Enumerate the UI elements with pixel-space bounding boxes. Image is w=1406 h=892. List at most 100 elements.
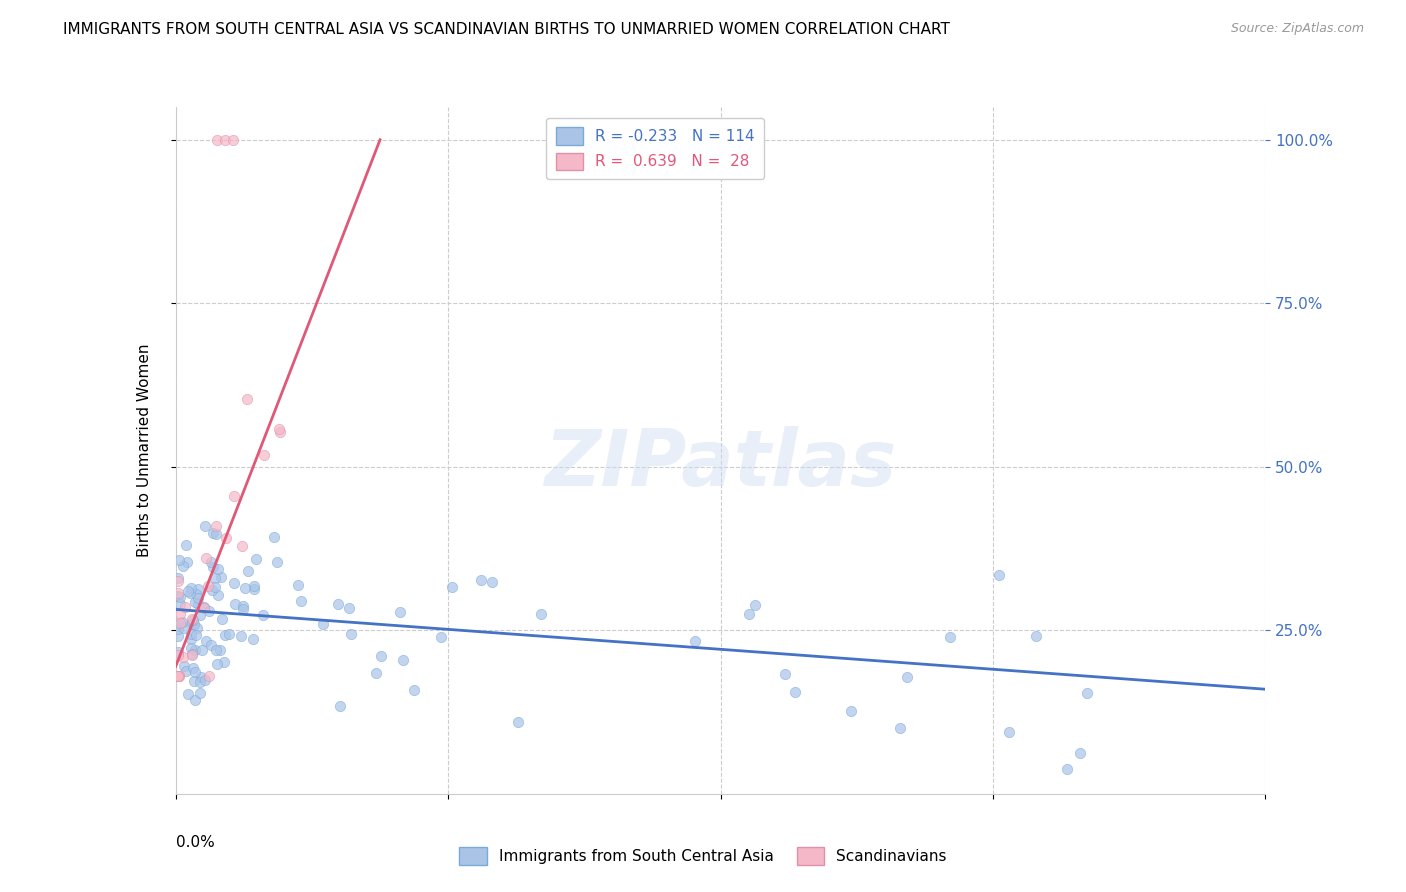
Point [214,133,236,147]
Point [441,580,464,594]
Point [177,687,200,701]
Text: IMMIGRANTS FROM SOUTH CENTRAL ASIA VS SCANDINAVIAN BIRTHS TO UNMARRIED WOMEN COR: IMMIGRANTS FROM SOUTH CENTRAL ASIA VS SC… [63,22,950,37]
Point [785,685,807,699]
Point [193,600,215,615]
Point [167,571,190,585]
Point [388,605,411,619]
Point [328,597,350,611]
Point [190,670,212,684]
Point [269,422,291,436]
Point [186,621,208,635]
Point [167,648,190,662]
Point [744,599,766,613]
Point [183,616,205,631]
Point [340,627,363,641]
Point [1069,746,1091,760]
Point [169,591,191,605]
Point [194,673,217,687]
Point [243,582,266,597]
Point [194,634,217,648]
Point [172,649,194,664]
Point [215,531,238,545]
Point [1056,762,1078,776]
Point [193,600,215,615]
Point [207,588,229,602]
Point [184,628,207,642]
Point [896,670,918,684]
Point [202,560,225,574]
Point [183,643,205,657]
Text: 0.0%: 0.0% [176,835,215,850]
Point [180,581,202,595]
Point [181,613,204,627]
Point [174,538,197,552]
Point [222,489,245,503]
Text: ZIPatlas: ZIPatlas [544,426,897,502]
Point [180,647,202,661]
Legend: R = -0.233   N = 114, R =  0.639   N =  28: R = -0.233 N = 114, R = 0.639 N = 28 [547,118,763,179]
Point [174,599,197,614]
Legend: Immigrants from South Central Asia, Scandinavians: Immigrants from South Central Asia, Scan… [453,841,953,871]
Point [169,607,191,622]
Point [212,655,235,669]
Point [481,574,503,589]
Point [187,597,209,611]
Point [229,629,252,643]
Point [243,579,266,593]
Point [252,607,274,622]
Point [530,607,553,622]
Point [169,615,191,630]
Point [187,582,209,596]
Point [207,657,229,671]
Point [176,665,198,679]
Point [167,669,190,683]
Point [366,666,388,681]
Point [197,669,219,683]
Point [167,574,190,589]
Point [773,667,796,681]
Point [169,669,191,683]
Point [402,682,425,697]
Point [214,627,236,641]
Point [184,665,207,679]
Point [181,660,204,674]
Point [167,552,190,566]
Point [188,675,211,690]
Point [205,519,228,533]
Point [180,632,202,646]
Point [183,674,205,689]
Point [988,568,1011,582]
Point [224,576,246,591]
Point [167,589,190,603]
Point [392,653,415,667]
Point [197,604,219,618]
Point [204,570,226,584]
Point [176,555,198,569]
Point [224,597,246,611]
Point [184,595,207,609]
Point [1025,629,1047,643]
Point [186,587,208,601]
Point [180,627,202,641]
Point [167,618,190,632]
Point [167,645,190,659]
Point [245,552,267,566]
Point [204,580,226,594]
Point [209,570,232,584]
Point [269,425,291,439]
Point [370,649,392,664]
Point [232,602,254,616]
Point [172,558,194,573]
Point [222,133,245,147]
Point [188,686,211,700]
Point [179,586,201,600]
Point [167,669,190,683]
Point [263,530,285,544]
Point [238,564,260,578]
Point [180,616,202,631]
Point [200,638,222,652]
Point [173,659,195,673]
Point [506,714,529,729]
Point [207,561,229,575]
Point [266,555,288,569]
